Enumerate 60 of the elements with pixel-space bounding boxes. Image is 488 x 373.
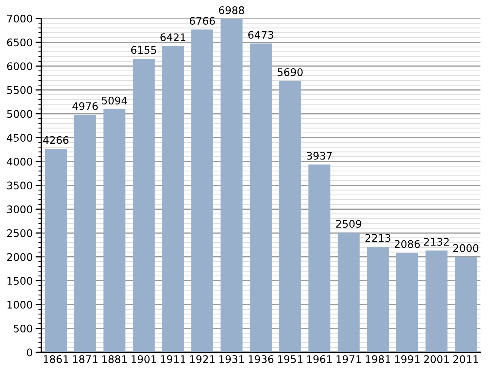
y-tick-label: 7000 — [7, 14, 32, 23]
x-tick-label: 1881 — [102, 355, 127, 364]
data-label: 2086 — [394, 240, 420, 248]
bar — [455, 257, 478, 352]
data-label: 3937 — [307, 152, 332, 160]
y-tick-label: 5500 — [7, 86, 32, 94]
x-tick-label: 1931 — [220, 355, 244, 364]
x-tick-label: 1936 — [248, 355, 274, 364]
y-tick-label: 1500 — [8, 277, 32, 286]
data-label: 6421 — [160, 34, 186, 42]
bar — [74, 115, 96, 352]
bar — [308, 164, 331, 352]
data-label: 5094 — [102, 96, 128, 105]
data-label: 2509 — [336, 220, 362, 228]
data-label: 6155 — [131, 46, 156, 54]
data-label: 2132 — [424, 238, 449, 246]
y-tick-label: 3500 — [7, 182, 32, 190]
data-label: 2000 — [454, 244, 479, 252]
y-tick-label: 2500 — [7, 229, 32, 238]
y-tick-label: 1000 — [8, 301, 32, 309]
y-tick-label: 500 — [14, 324, 32, 333]
data-label: 4266 — [43, 136, 69, 144]
bar — [250, 44, 272, 352]
data-label: 4976 — [72, 102, 98, 110]
y-tick-label: 5000 — [7, 110, 32, 118]
bar — [104, 110, 126, 352]
bar — [396, 253, 418, 352]
x-tick-label: 1911 — [161, 355, 186, 364]
bar — [338, 232, 360, 352]
bar — [220, 19, 243, 352]
bar — [279, 81, 302, 352]
x-tick-label: 1901 — [132, 355, 156, 364]
x-tick-label: 1991 — [395, 355, 420, 364]
x-tick-label: 1981 — [366, 355, 390, 364]
y-tick-label: 6000 — [7, 62, 32, 70]
x-tick-label: 1961 — [308, 355, 332, 364]
data-label: 2213 — [366, 234, 391, 242]
y-tick-label: 6500 — [7, 38, 32, 47]
y-tick-label: 2000 — [7, 253, 32, 262]
x-tick-label: 1951 — [278, 355, 303, 364]
data-label: 6988 — [219, 6, 244, 14]
x-tick-label: 1921 — [190, 355, 215, 364]
bar — [162, 46, 184, 352]
bar — [45, 149, 68, 352]
x-tick-label: 1871 — [73, 355, 98, 364]
x-tick-label: 2011 — [454, 355, 478, 364]
x-tick-label: 1861 — [44, 355, 68, 364]
y-tick-label: 0 — [27, 348, 32, 357]
bar — [132, 58, 155, 352]
y-tick-label: 3000 — [7, 206, 32, 214]
bar — [426, 250, 448, 352]
x-tick-label: 2001 — [424, 355, 450, 364]
y-tick-label: 4000 — [7, 158, 32, 166]
y-tick-label: 4500 — [7, 134, 32, 142]
bar — [367, 246, 390, 352]
bar — [192, 30, 214, 352]
data-label: 6766 — [190, 17, 216, 26]
data-label: 6473 — [248, 31, 274, 39]
data-label: 5690 — [278, 68, 303, 76]
x-tick-label: 1971 — [336, 355, 362, 364]
